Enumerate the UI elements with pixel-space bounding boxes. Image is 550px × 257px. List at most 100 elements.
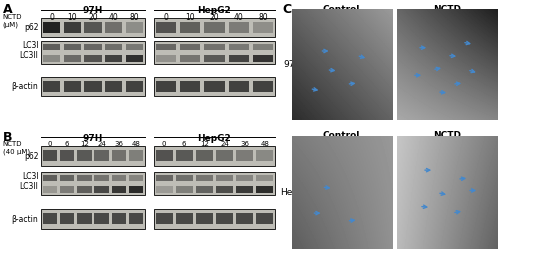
Bar — [253, 81, 273, 92]
Text: 48: 48 — [131, 141, 140, 147]
Text: NCTD
(μM): NCTD (μM) — [3, 14, 22, 28]
Text: NCTD: NCTD — [433, 5, 461, 14]
Bar — [229, 44, 249, 50]
Bar — [154, 172, 275, 195]
Bar — [95, 175, 109, 181]
Bar — [216, 213, 233, 224]
Bar — [229, 22, 249, 33]
Text: 40: 40 — [234, 13, 244, 22]
Bar — [205, 55, 224, 62]
Bar — [180, 44, 200, 50]
Bar — [196, 150, 213, 161]
Bar — [41, 41, 145, 64]
Bar — [77, 175, 91, 181]
Text: 80: 80 — [258, 13, 268, 22]
Bar — [216, 186, 233, 193]
Text: 6: 6 — [65, 141, 69, 147]
Bar — [95, 213, 109, 224]
Bar — [125, 55, 143, 62]
Bar — [43, 175, 57, 181]
Text: LC3I
LC3II: LC3I LC3II — [20, 41, 38, 60]
Bar — [205, 81, 224, 92]
Bar — [236, 175, 253, 181]
Bar — [43, 81, 60, 92]
Bar — [154, 18, 275, 37]
Text: C: C — [282, 3, 292, 16]
Text: 10: 10 — [185, 13, 195, 22]
Bar — [60, 186, 74, 193]
Text: 24: 24 — [97, 141, 106, 147]
Bar — [176, 186, 192, 193]
Bar — [129, 213, 143, 224]
Bar — [180, 55, 200, 62]
Text: 97H: 97H — [82, 6, 103, 15]
Bar — [43, 44, 60, 50]
Bar — [236, 213, 253, 224]
Text: 20: 20 — [210, 13, 219, 22]
Text: HepG2: HepG2 — [280, 188, 311, 197]
Bar — [84, 22, 102, 33]
Bar — [125, 44, 143, 50]
Text: 12: 12 — [200, 141, 209, 147]
Bar — [229, 81, 249, 92]
Text: 0: 0 — [49, 13, 54, 22]
Bar — [205, 44, 224, 50]
Bar — [236, 186, 253, 193]
Bar — [84, 81, 102, 92]
Text: β-actin: β-actin — [12, 82, 38, 91]
Bar — [180, 81, 200, 92]
Bar — [84, 44, 102, 50]
Bar — [64, 55, 81, 62]
Bar — [156, 44, 176, 50]
Text: A: A — [3, 3, 12, 16]
Bar — [60, 150, 74, 161]
Text: 6: 6 — [182, 141, 186, 147]
Bar — [196, 175, 213, 181]
Text: HepG2: HepG2 — [197, 6, 232, 15]
Bar — [216, 175, 233, 181]
Bar — [156, 186, 173, 193]
Bar — [196, 213, 213, 224]
Text: Control: Control — [323, 5, 360, 14]
Bar — [43, 55, 60, 62]
Bar — [112, 175, 126, 181]
Bar — [41, 209, 145, 229]
Bar — [112, 213, 126, 224]
Bar — [105, 81, 122, 92]
Bar — [236, 150, 253, 161]
Bar — [129, 150, 143, 161]
Text: NCTD
(40 μM): NCTD (40 μM) — [3, 141, 30, 155]
Bar — [125, 81, 143, 92]
Bar — [176, 150, 192, 161]
Text: NCTD: NCTD — [433, 131, 461, 140]
Bar — [105, 22, 122, 33]
Bar — [112, 186, 126, 193]
Text: 0: 0 — [162, 141, 166, 147]
Text: 97H: 97H — [82, 134, 103, 143]
Bar — [41, 172, 145, 195]
Bar — [43, 213, 57, 224]
Bar — [154, 41, 275, 64]
Text: 36: 36 — [114, 141, 123, 147]
Text: Control: Control — [323, 131, 360, 140]
Bar — [95, 150, 109, 161]
Bar — [60, 175, 74, 181]
Text: 48: 48 — [261, 141, 270, 147]
Text: 24: 24 — [220, 141, 229, 147]
Bar — [41, 146, 145, 166]
Text: p62: p62 — [24, 23, 38, 32]
Text: 12: 12 — [80, 141, 89, 147]
Bar — [180, 22, 200, 33]
Text: LC3I
LC3II: LC3I LC3II — [20, 172, 38, 191]
Text: 40: 40 — [109, 13, 118, 22]
Bar — [43, 150, 57, 161]
Bar — [154, 209, 275, 229]
Bar — [253, 55, 273, 62]
Bar — [156, 81, 176, 92]
Bar — [216, 150, 233, 161]
Bar — [256, 150, 273, 161]
Bar — [60, 213, 74, 224]
Bar — [77, 213, 91, 224]
Bar — [77, 150, 91, 161]
Bar — [156, 213, 173, 224]
